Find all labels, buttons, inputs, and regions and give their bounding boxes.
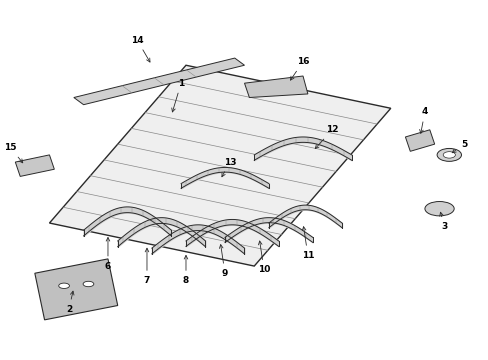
- Text: 1: 1: [171, 79, 184, 112]
- Text: 13: 13: [222, 158, 236, 177]
- Polygon shape: [15, 155, 54, 176]
- Text: 16: 16: [290, 57, 308, 80]
- Text: 12: 12: [315, 125, 338, 149]
- Text: 6: 6: [104, 238, 111, 271]
- Polygon shape: [244, 76, 307, 98]
- Ellipse shape: [442, 152, 454, 158]
- Text: 3: 3: [439, 212, 447, 231]
- Text: 10: 10: [257, 241, 270, 274]
- Text: 9: 9: [219, 245, 228, 278]
- Ellipse shape: [59, 283, 69, 288]
- Polygon shape: [35, 259, 118, 320]
- Ellipse shape: [83, 281, 94, 287]
- Text: 15: 15: [4, 143, 22, 163]
- Text: 4: 4: [419, 107, 427, 133]
- Text: 11: 11: [301, 227, 313, 260]
- Text: 8: 8: [183, 256, 189, 285]
- Text: 2: 2: [66, 291, 74, 314]
- Polygon shape: [49, 65, 390, 266]
- Polygon shape: [74, 58, 244, 105]
- Ellipse shape: [436, 148, 461, 161]
- Text: 5: 5: [451, 140, 466, 153]
- Polygon shape: [405, 130, 434, 151]
- Ellipse shape: [424, 202, 453, 216]
- Text: 7: 7: [143, 248, 150, 285]
- Text: 14: 14: [131, 36, 150, 62]
